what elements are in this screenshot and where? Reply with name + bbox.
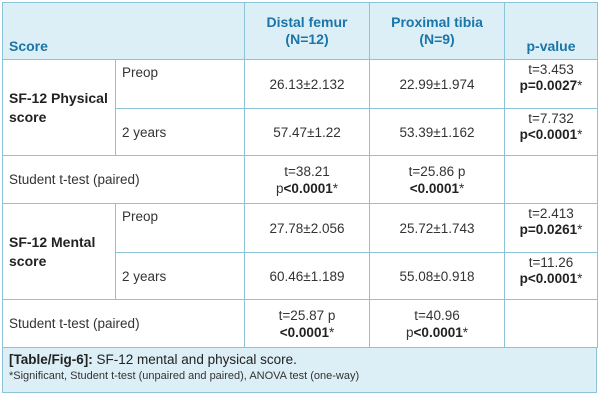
t-value: t=40.96 [414, 307, 460, 323]
significance-mark: * [332, 180, 338, 196]
significance-mark: * [577, 127, 583, 142]
header-proximal-tibia-n: (N=9) [419, 31, 455, 47]
value-cell: 60.46±1.189 [244, 252, 371, 300]
sf12-mental-label: SF-12 Mental score [2, 203, 116, 300]
student-test-distal-femur: t=25.87 p <0.0001* [244, 299, 371, 348]
significance-mark: * [462, 324, 468, 340]
caption-footnote: *Significant, Student t-test (unpaired a… [9, 370, 360, 382]
empty-cell [504, 299, 599, 348]
table-row: SF-12 Physical score Preop 26.13±2.132 2… [2, 59, 599, 156]
header-distal-femur-n: (N=12) [285, 31, 329, 47]
p-value: p=0.0027 [519, 78, 578, 93]
value-cell: 27.78±2.056 [244, 203, 371, 253]
student-test-proximal-tibia: t=25.86 p <0.0001* [369, 155, 506, 204]
sf12-physical-label-text: SF-12 Physical score [9, 89, 108, 125]
p-value: p<0.0001 [519, 271, 578, 286]
header-distal-femur: Distal femur (N=12) [244, 2, 371, 60]
significance-mark: * [577, 271, 583, 286]
p-value-cell: t=3.453 p=0.0027* [504, 59, 599, 109]
header-proximal-tibia-label: Proximal tibia [391, 14, 483, 30]
value-cell: 57.47±1.22 [244, 108, 371, 156]
p-value-cell: t=7.732 p<0.0001* [504, 108, 599, 156]
t-value: t=3.453 [528, 62, 574, 77]
p-value-cell: t=2.413 p=0.0261* [504, 203, 599, 253]
sf12-physical-label: SF-12 Physical score [2, 59, 116, 156]
p-value: <0.0001 [279, 324, 329, 340]
t-value: t=25.86 p [408, 163, 466, 179]
header-score: Score [1, 2, 246, 60]
value-cell: 22.99±1.974 [369, 59, 506, 109]
significance-mark: * [577, 78, 583, 93]
p-prefix: p [406, 324, 414, 340]
table-row: Student t-test (paired) t=25.87 p <0.000… [1, 299, 599, 348]
table-row: Student t-test (paired) t=38.21 p<0.0001… [1, 155, 599, 204]
value-cell: 25.72±1.743 [369, 203, 506, 253]
p-value: <0.0001 [283, 180, 333, 196]
table-row: SF-12 Mental score Preop 27.78±2.056 25.… [2, 203, 599, 300]
p-value: p<0.0001 [519, 127, 578, 142]
header-row: Score Distal femur (N=12) Proximal tibia… [1, 2, 599, 60]
table-caption: [Table/Fig-6]: SF-12 mental and physical… [2, 348, 597, 393]
p-value: p=0.0261 [519, 222, 578, 237]
period-cell: Preop [114, 59, 246, 109]
p-value: <0.0001 [413, 324, 463, 340]
p-value: <0.0001 [409, 180, 459, 196]
significance-mark: * [328, 324, 335, 340]
p-prefix: p [276, 180, 284, 196]
value-cell: 26.13±2.132 [244, 59, 371, 109]
table-row: 2 years 57.47±1.22 53.39±1.162 t=7.732 p… [3, 108, 599, 156]
caption-title: [Table/Fig-6]: SF-12 mental and physical… [9, 352, 590, 367]
t-value: t=11.26 [528, 255, 574, 270]
t-value: t=7.732 [528, 111, 574, 126]
significance-mark: * [577, 222, 583, 237]
caption-tag: [Table/Fig-6]: [9, 352, 93, 367]
header-distal-femur-label: Distal femur [266, 14, 348, 30]
student-test-distal-femur: t=38.21 p<0.0001* [244, 155, 371, 204]
significance-mark: * [458, 180, 465, 196]
value-cell: 55.08±0.918 [369, 252, 506, 300]
t-value: t=38.21 [284, 163, 330, 179]
student-test-label: Student t-test (paired) [1, 155, 246, 204]
t-value: t=2.413 [528, 206, 574, 221]
student-test-label: Student t-test (paired) [1, 299, 246, 348]
p-value-cell: t=11.26 p<0.0001* [504, 252, 599, 300]
t-value: t=25.87 p [278, 307, 336, 323]
period-cell: Preop [114, 203, 246, 253]
period-cell: 2 years [114, 252, 246, 300]
value-cell: 53.39±1.162 [369, 108, 506, 156]
caption-title-text: SF-12 mental and physical score. [96, 352, 297, 367]
header-p-value: p-value [504, 2, 599, 60]
empty-cell [504, 155, 599, 204]
student-test-proximal-tibia: t=40.96 p<0.0001* [369, 299, 506, 348]
sf12-mental-label-text: SF-12 Mental score [9, 233, 96, 269]
period-cell: 2 years [114, 108, 246, 156]
score-table: Score Distal femur (N=12) Proximal tibia… [1, 2, 599, 348]
header-proximal-tibia: Proximal tibia (N=9) [369, 2, 506, 60]
